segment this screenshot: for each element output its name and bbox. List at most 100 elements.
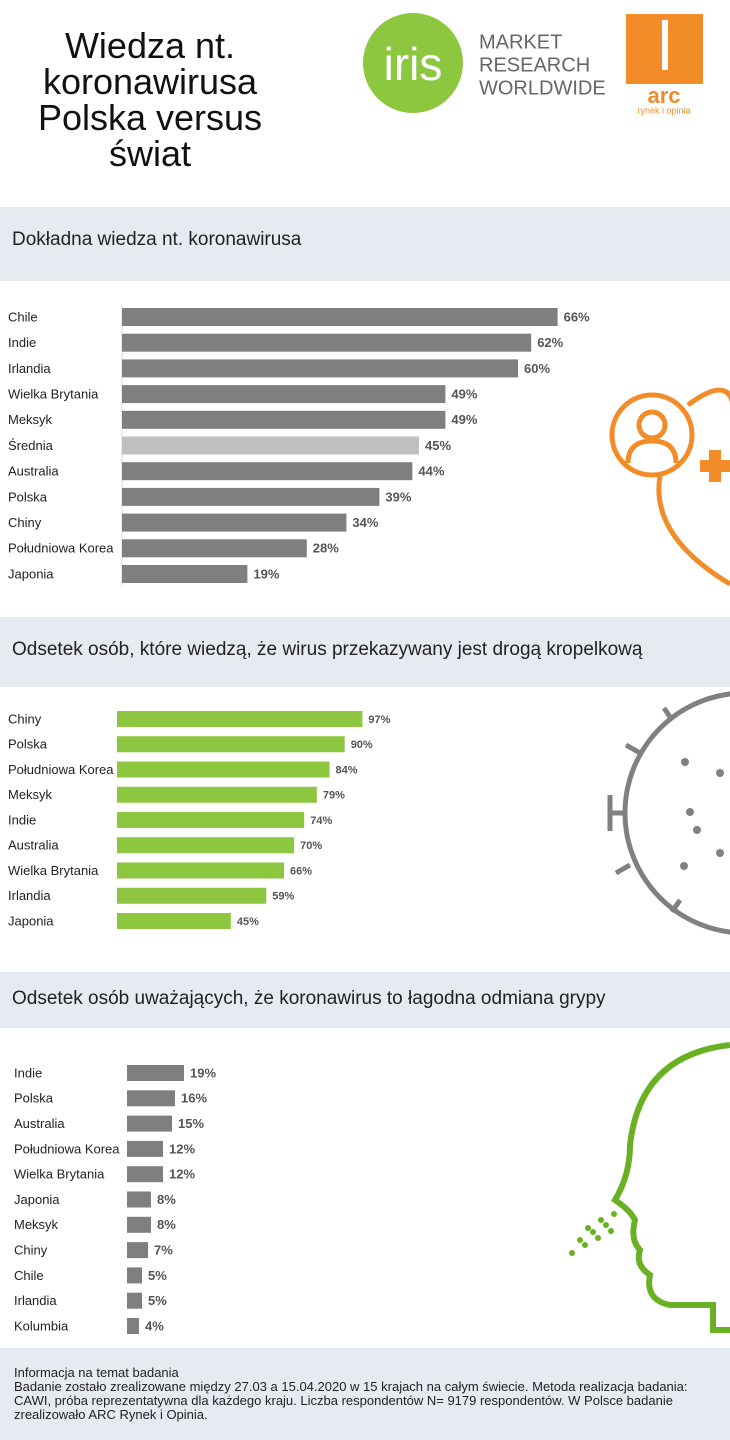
bar [122,565,248,583]
bar [122,410,446,429]
section-band [0,617,730,687]
value-label: 15% [178,1116,204,1131]
value-label: 16% [181,1091,207,1106]
logo-tagline: RESEARCH [479,54,590,76]
value-label: 12% [169,1141,195,1156]
bar [117,786,317,803]
bar [127,1318,139,1334]
value-label: 74% [310,815,332,827]
bar [117,837,295,854]
bar [122,539,307,558]
bar [127,1115,172,1132]
category-label: Wielka Brytania [8,387,99,402]
value-label: 39% [385,489,411,504]
value-label: 62% [537,335,563,350]
category-label: Japonia [14,1192,60,1207]
category-label: Chiny [8,711,42,726]
bar [117,736,345,753]
value-label: 34% [352,515,378,530]
bar [117,711,363,727]
logo-tagline: MARKET [479,31,562,53]
category-label: Meksyk [14,1217,59,1232]
bar [117,887,267,904]
virus-icon [607,691,730,935]
category-label: Średnia [8,438,54,453]
value-label: 5% [148,1293,167,1308]
person-icon [609,387,730,587]
section-band [0,972,730,1028]
footer-text: Badanie zostało zrealizowane między 27.0… [14,1379,688,1422]
category-label: Chiny [8,515,42,530]
arc-logo-tower [662,20,668,70]
value-label: 70% [300,840,322,852]
value-label: 7% [154,1243,173,1258]
value-label: 79% [323,790,345,802]
bar [117,862,284,879]
arc-logo-sub: rynek i opinia [637,105,690,115]
bar [122,359,518,378]
value-label: 45% [425,438,451,453]
category-label: Indie [8,335,36,350]
bar [127,1242,148,1259]
value-label: 5% [148,1268,167,1283]
category-label: Chile [14,1268,44,1283]
footer-band [0,1348,730,1440]
category-label: Meksyk [8,787,53,802]
category-label: Australia [8,838,59,853]
value-label: 8% [157,1192,176,1207]
value-label: 84% [336,764,358,776]
value-label: 60% [524,361,550,376]
category-label: Południowa Korea [8,762,114,777]
bar [127,1191,151,1208]
category-label: Kolumbia [14,1318,69,1333]
category-label: Meksyk [8,412,53,427]
category-label: Irlandia [8,888,51,903]
page-title: Wiedza nt. koronawirusa Polska versus św… [37,25,263,174]
value-label: 19% [190,1065,216,1080]
category-label: Wielka Brytania [14,1167,105,1182]
category-label: Japonia [8,913,54,928]
category-label: Polska [14,1091,54,1106]
category-label: Polska [8,489,48,504]
value-label: 90% [351,739,373,751]
footer-title: Informacja na temat badania [14,1365,179,1380]
arc-logo-text: arc [647,83,680,108]
category-label: Chile [8,309,38,324]
bar [117,761,330,778]
bar [117,913,231,929]
bar [127,1140,163,1157]
iris-logo [363,13,463,113]
value-label: 45% [237,916,259,928]
bar [122,462,413,481]
section-title: Odsetek osób uważających, że koronawirus… [12,988,606,1009]
category-label: Południowa Korea [14,1141,120,1156]
category-label: Polska [8,737,48,752]
value-label: 8% [157,1217,176,1232]
category-label: Australia [14,1116,65,1131]
value-label: 97% [368,714,390,726]
droplets [569,1211,617,1256]
bar [122,333,532,352]
category-label: Irlandia [8,361,51,376]
category-label: Australia [8,464,59,479]
category-label: Chiny [14,1243,48,1258]
category-label: Irlandia [14,1293,57,1308]
value-label: 66% [290,865,312,877]
bar [127,1267,142,1284]
bar [117,812,305,828]
bar [127,1166,163,1183]
category-label: Indie [8,812,36,827]
category-label: Japonia [8,566,54,581]
bar [127,1216,151,1233]
value-label: 19% [253,566,279,581]
section-title: Dokładna wiedza nt. koronawirusa [12,229,302,250]
section-band [0,207,730,281]
value-label: 49% [451,387,477,402]
plus-icon [709,450,721,482]
bar [127,1065,184,1081]
value-label: 12% [169,1167,195,1182]
logo-tagline: WORLDWIDE [479,77,606,99]
face-icon [610,1042,730,1333]
category-label: Południowa Korea [8,541,114,556]
